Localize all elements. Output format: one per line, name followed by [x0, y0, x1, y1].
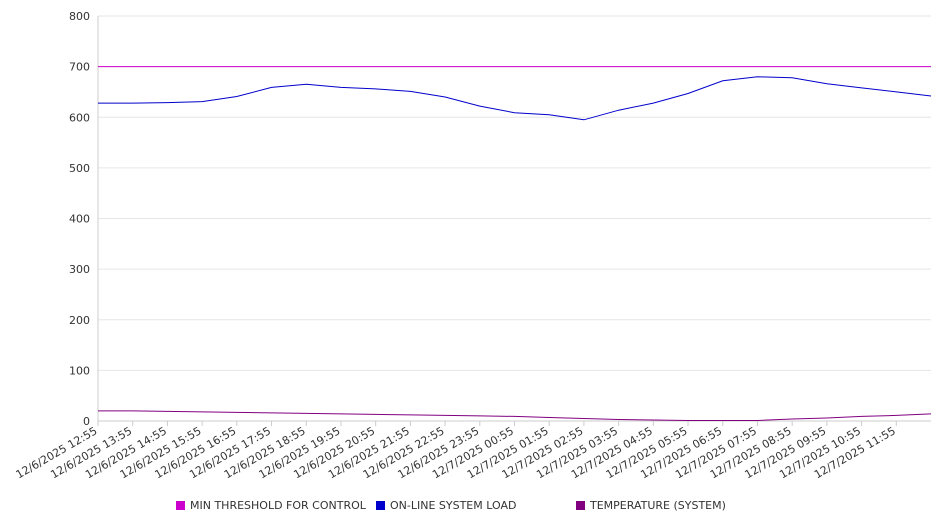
y-tick-label: 400 [69, 213, 90, 226]
gridlines [98, 15, 931, 371]
series-lines [98, 66, 932, 421]
y-tick-label: 700 [69, 61, 90, 74]
y-tick-label: 200 [69, 314, 90, 327]
y-tick-label: 0 [83, 415, 90, 428]
legend-label: TEMPERATURE (SYSTEM) [589, 499, 726, 512]
legend-label: ON-LINE SYSTEM LOAD [390, 499, 516, 512]
legend-swatch [576, 501, 585, 510]
y-tick-label: 800 [69, 10, 90, 23]
y-tick-label: 100 [69, 364, 90, 377]
series-line-2 [98, 410, 932, 421]
series-line-1 [98, 76, 932, 121]
legend-swatch [176, 501, 185, 510]
y-axis-ticks: 0 100 200 300 400 500 600 700 800 [69, 10, 90, 428]
legend: MIN THRESHOLD FOR CONTROL ON-LINE SYSTEM … [176, 499, 726, 512]
y-tick-label: 300 [69, 263, 90, 276]
y-tick-label: 600 [69, 111, 90, 124]
y-tick-label: 500 [69, 162, 90, 175]
legend-swatch [376, 501, 385, 510]
legend-label: MIN THRESHOLD FOR CONTROL [190, 499, 367, 512]
